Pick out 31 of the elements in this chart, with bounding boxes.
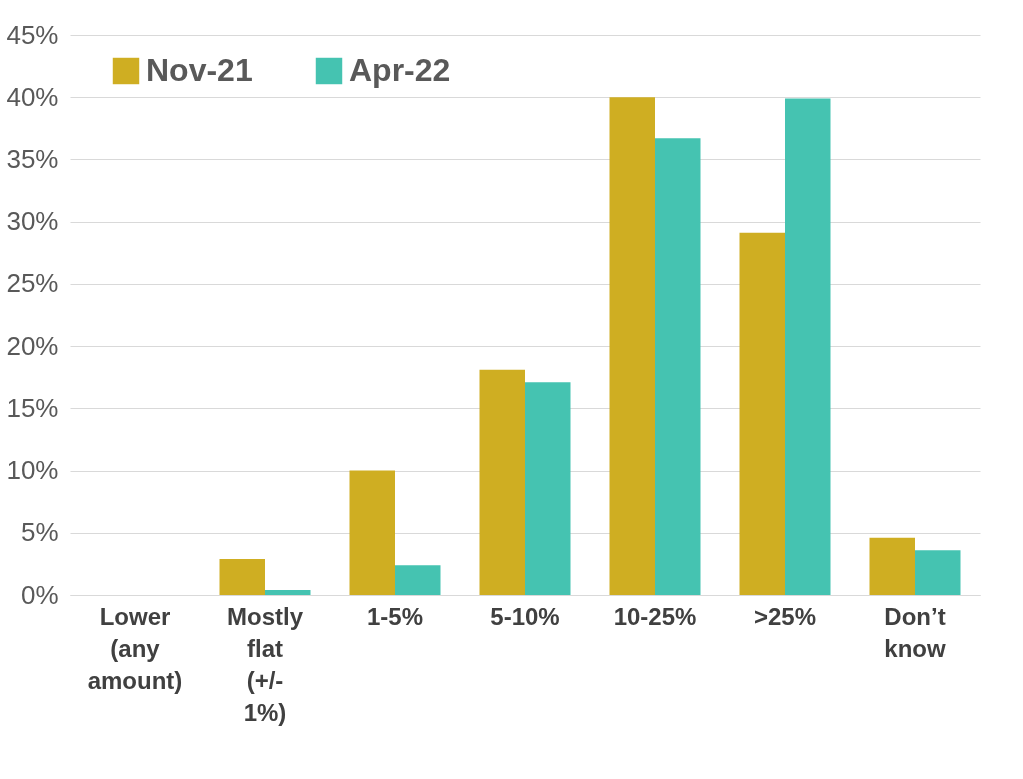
- y-tick-label: 35%: [6, 143, 59, 174]
- x-tick-label: Lower (any amount): [87, 602, 183, 694]
- bar: [739, 232, 785, 595]
- bar: [265, 590, 311, 595]
- bar: [785, 98, 831, 595]
- x-tick-label: 1-5%: [366, 602, 424, 630]
- bar: [609, 97, 655, 595]
- y-tick-label: 5%: [20, 517, 59, 548]
- x-tick-label: 10-25%: [613, 602, 697, 630]
- bar: [525, 382, 571, 595]
- y-tick-label: 20%: [6, 330, 59, 361]
- y-tick-label: 30%: [6, 206, 59, 237]
- bar: [395, 565, 441, 595]
- legend-label: Apr-22: [349, 52, 451, 88]
- y-tick-label: 15%: [6, 392, 59, 423]
- x-tick-label: Don’t know: [884, 602, 946, 662]
- bar: [655, 138, 701, 595]
- y-tick-label: 40%: [6, 81, 59, 112]
- y-tick-label: 45%: [6, 19, 59, 50]
- y-tick-label: 10%: [6, 455, 59, 486]
- legend-label: Nov-21: [146, 52, 253, 88]
- bar: [869, 537, 915, 595]
- bar: [479, 369, 525, 595]
- x-tick-label: >25%: [753, 602, 817, 630]
- bar: [915, 550, 961, 595]
- x-tick-label: Mostly flat (+/- 1%): [226, 602, 304, 726]
- x-tick-label: 5-10%: [490, 602, 560, 630]
- bar: [349, 470, 395, 595]
- bar: [219, 558, 265, 595]
- y-tick-label: 0%: [20, 579, 59, 610]
- y-tick-label: 25%: [6, 268, 59, 299]
